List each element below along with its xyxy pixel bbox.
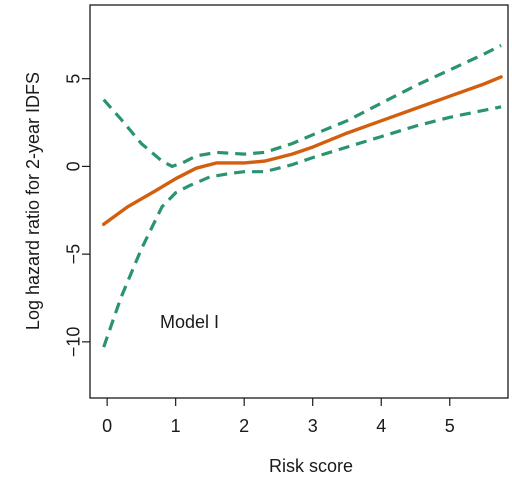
series-lower-ci xyxy=(102,105,502,348)
plot-frame xyxy=(89,4,509,399)
y-axis-label: Log hazard ratio for 2-year IDFS xyxy=(23,72,43,330)
y-tick-label: 0 xyxy=(63,161,83,171)
series-estimate xyxy=(101,75,503,227)
x-axis-ticks: 0 1 2 3 4 5 xyxy=(102,398,455,436)
y-tick-label: −5 xyxy=(63,244,83,265)
series-upper-ci xyxy=(102,43,502,168)
y-axis-ticks: −10 −5 0 5 xyxy=(63,74,90,357)
x-tick-label: 2 xyxy=(239,416,249,436)
y-tick-label: −10 xyxy=(63,327,83,358)
x-tick-label: 1 xyxy=(171,416,181,436)
x-tick-label: 4 xyxy=(376,416,386,436)
y-tick-label: 5 xyxy=(63,74,83,84)
x-axis-label: Risk score xyxy=(269,456,353,476)
series-layer xyxy=(101,43,503,348)
x-tick-label: 3 xyxy=(308,416,318,436)
x-tick-label: 0 xyxy=(102,416,112,436)
chart-annotation: Model I xyxy=(160,312,219,332)
x-tick-label: 5 xyxy=(445,416,455,436)
